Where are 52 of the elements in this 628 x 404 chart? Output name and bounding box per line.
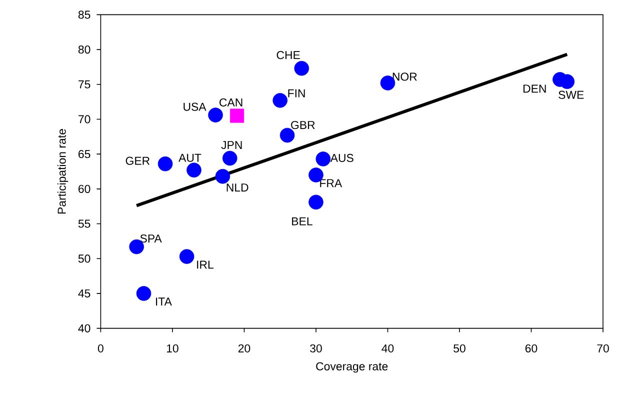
x-tick-label: 40 [382, 344, 394, 352]
data-label: USA [184, 102, 206, 111]
data-label: JPN [221, 141, 242, 150]
point [179, 249, 194, 264]
x-tick-label: 0 [98, 344, 104, 352]
data-label: GBR [291, 120, 315, 130]
data-label: AUS [330, 154, 354, 162]
data-label: SPA [140, 234, 162, 243]
y-tick-label: 70 [78, 115, 90, 124]
data-label: GER [126, 156, 150, 165]
y-tick-label: 50 [78, 254, 90, 263]
y-tick-label: 55 [78, 220, 90, 228]
point [222, 150, 238, 166]
data-label: NLD [226, 184, 248, 192]
point [230, 108, 244, 123]
x-tick-label: 10 [166, 344, 178, 352]
data-label: AUT [178, 154, 202, 162]
point [186, 162, 202, 178]
point [208, 108, 223, 122]
data-label: IRL [197, 260, 214, 269]
data-label: FRA [320, 179, 342, 188]
data-label: CHE [276, 51, 300, 60]
data-label: SWE [558, 90, 584, 99]
point [272, 93, 288, 108]
data-label: ITA [156, 298, 172, 306]
data-label: CAN [220, 98, 242, 107]
x-tick-label: 30 [310, 344, 322, 352]
point [280, 128, 295, 143]
point [560, 74, 575, 89]
x-tick-label: 60 [525, 344, 538, 352]
point [136, 286, 152, 301]
x-tick-label: 50 [454, 344, 466, 352]
x-tick-label: 70 [597, 344, 609, 352]
x-tick-label: 20 [238, 344, 250, 352]
point [316, 152, 331, 166]
x-axis-title: Coverage rate [316, 362, 388, 373]
point [215, 168, 230, 184]
y-axis-title: Participation rate [57, 129, 68, 214]
data-label: DEN [524, 84, 546, 93]
data-label: NOR [392, 72, 417, 81]
data-label: BEL [292, 217, 312, 226]
y-tick-label: 75 [78, 80, 90, 88]
y-tick-label: 45 [78, 289, 90, 298]
y-tick-label: 40 [78, 324, 90, 332]
point [308, 194, 324, 210]
y-tick-label: 65 [78, 150, 90, 158]
data-label: FIN [288, 89, 305, 98]
y-tick-label: 85 [78, 10, 90, 19]
y-tick-label: 80 [78, 45, 90, 54]
point [294, 60, 310, 76]
y-tick-label: 60 [78, 184, 90, 193]
point [158, 156, 173, 172]
